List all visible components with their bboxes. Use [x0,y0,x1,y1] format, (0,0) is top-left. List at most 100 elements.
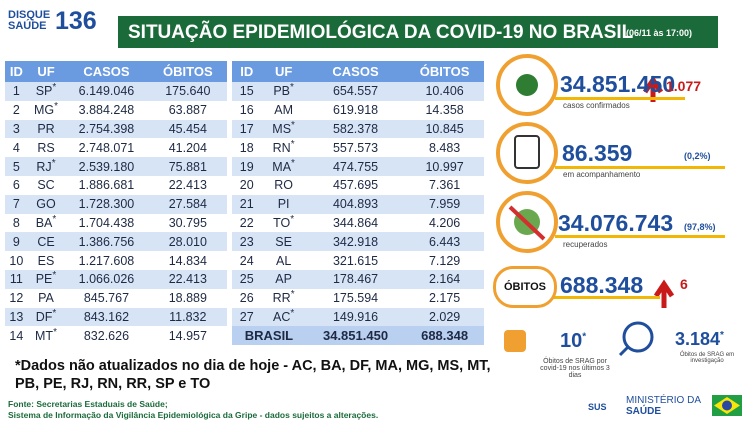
row: 13 DF* 843.162 11.832 [5,307,227,327]
id-cell: 16 [239,103,254,118]
uf-cell: DF* [27,307,65,327]
deaths-cell: 7.959 [405,194,484,214]
logo-line: SAÚDE [8,20,47,32]
logo: DISQUE SAÚDE [8,10,50,32]
uf-cell: GO [27,194,65,214]
cases-cell: 832.626 [83,328,130,343]
uf-cell: RS [28,138,64,157]
deaths-cell: 4.206 [428,215,461,230]
uf-cell: SC [28,176,64,195]
total-label: BRASIL [232,326,306,346]
cases-cell: 149.916 [305,307,406,327]
source-line: Fonte: Secretarias Estaduais de Saúde; [8,399,168,409]
column-header: ID [232,61,262,82]
confirmed-value: 34.851.450 [560,71,676,97]
uf: AM [274,103,293,118]
flag [712,395,742,416]
cases-cell: 843.162 [64,307,149,327]
row: 23 SE 342.918 6.443 [232,232,484,252]
row: 14 MT* 832.626 14.957 [5,326,227,345]
cases-cell: 654.557 [305,82,406,101]
uf: MG [33,103,55,118]
id-cell: 26 [239,291,254,306]
uf-cell: SE [261,232,306,252]
row: 26 RR* 175.594 2.175 [232,289,484,308]
id-cell: 17 [232,119,262,139]
row: 4 RS 2.748.071 41.204 [5,138,227,157]
uf: MS [272,121,292,136]
uf-cell: ES [28,251,64,270]
srag-mark: * [582,331,587,343]
srag-number: 10 [560,330,583,352]
uf: ES [37,253,55,268]
deaths-cell: 22.413 [168,178,207,193]
uf-mark: * [290,289,295,300]
cases-cell: 175.594 [332,291,379,306]
uf: AP [275,272,292,287]
timestamp: (06/11 às 17:00) [626,28,693,38]
row: 25 AP 178.467 2.164 [232,269,484,289]
srag-label: Óbitos de SRAG por covid-19 nos últimos … [540,358,610,379]
divider [555,97,685,100]
id-cell: 3 [5,119,28,139]
uf-cell: PI [261,194,306,214]
row: 27 AC* 149.916 2.029 [232,307,484,327]
uf: SP [35,84,53,99]
uf: MT [35,328,54,343]
uf-cell: MG* [28,101,64,120]
monitoring-value: 86.359 [562,140,633,166]
uf-cell: RJ* [27,157,65,176]
id-cell: 19 [232,157,262,176]
source: Fonte: Secretarias Estaduais de Saúde; S… [8,399,378,421]
uf-cell: AC* [261,307,306,327]
deaths-cell: 41.204 [168,140,207,155]
divider [555,166,725,169]
id-cell: 4 [12,140,20,155]
uf: MA [272,159,292,174]
logo-number: 136 [55,7,97,35]
cases-cell: 582.378 [305,119,406,139]
uf: AL [275,253,292,268]
deaths-delta: 6 [680,276,688,292]
total-deaths: 688.348 [405,326,484,346]
recovered-label: recuperados [563,240,608,249]
monitoring-label: em acompanhamento [563,170,641,179]
id-cell: 18 [239,140,254,155]
uf: PE [35,272,53,287]
uf-mark: * [290,82,294,94]
row: 3 PR 2.754.398 45.454 [5,119,227,139]
cases-cell: 1.217.608 [78,253,135,268]
recovered-value: 34.076.743 [558,210,674,236]
row: 20 RO 457.695 7.361 [232,176,484,195]
icons [496,54,675,357]
id-cell: 2 [12,103,20,118]
id-cell: 10 [9,253,24,268]
deaths-cell: 28.010 [148,232,227,252]
uf-cell: MA* [261,157,306,176]
deaths-cell: 10.997 [405,157,484,176]
id-cell: 15 [232,82,262,101]
id-cell: 12 [9,291,24,306]
deaths-cell: 27.584 [148,194,227,214]
table-left: ID UF CASOS ÓBITOS 1 SP* 6.149.046 175.640 2 MG* 3… [5,61,227,345]
deaths-cell: 2.029 [405,307,484,327]
row: 9 CE 1.386.756 28.010 [5,232,227,252]
deaths-cell: 11.832 [148,307,227,327]
deaths-value: 688.348 [560,272,644,298]
uf-mark: * [52,270,57,282]
uf-mark: * [51,157,56,169]
cases-cell: 1.704.438 [78,215,135,230]
uf-cell: PB* [261,82,306,101]
deaths-cell: 10.406 [405,82,484,101]
monitoring-percent: (0,2%) [684,151,711,161]
deaths-cell: 8.483 [428,140,461,155]
column-header: UF [261,61,306,82]
cases-cell: 2.754.398 [64,119,149,139]
confirmed-label: casos confirmados [563,101,630,110]
source-line: Sistema de Informação da Vigilância Epid… [8,410,379,420]
cases-cell: 6.149.046 [64,82,149,101]
deaths-cell: 6.443 [405,232,484,252]
column-header: UF [27,61,65,82]
logo-line: DISQUE [8,9,51,21]
